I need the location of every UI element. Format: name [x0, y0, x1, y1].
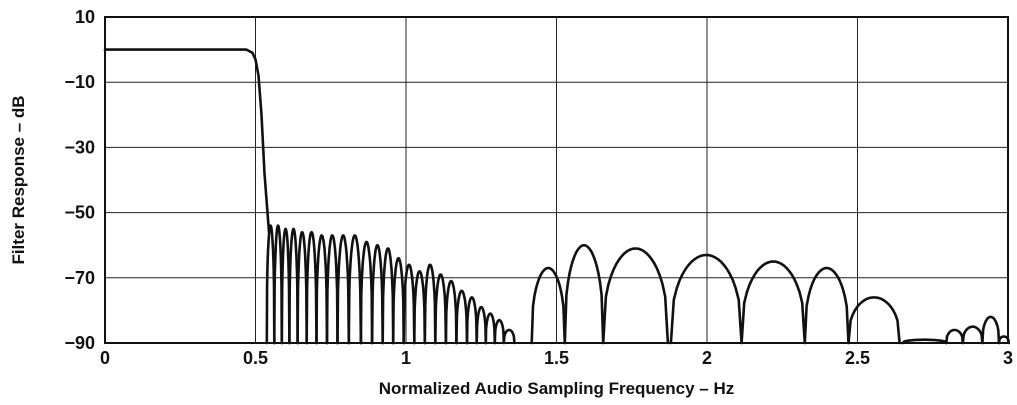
stopband-lobe-25 [530, 266, 567, 345]
y-tick-label: −70 [64, 268, 95, 288]
y-tick-label: −30 [64, 137, 95, 157]
stopband-lobe-24 [502, 328, 516, 345]
stopband-lobe-12 [381, 247, 395, 345]
stopband-lobe-1 [273, 224, 284, 345]
stopband-lobe-3 [288, 227, 299, 345]
stopband-lobe-22 [484, 312, 497, 345]
passband-transition [103, 48, 271, 234]
grid-lines [105, 17, 1008, 343]
y-tick-label: −10 [64, 72, 95, 92]
stopband-lobe-0 [265, 224, 276, 345]
x-tick-label: 2 [702, 348, 712, 368]
stopband-lobe-31 [847, 296, 901, 345]
tick-labels: 0 0.5 1 1.5 2 2.5 3 10 −10 −30 −50 −70 −90 [64, 7, 1013, 368]
stopband-lobe-2 [280, 227, 291, 345]
stopband-lobe-16 [423, 263, 437, 345]
x-tick-label: 1 [401, 348, 411, 368]
stopband-lobe-35 [981, 315, 1001, 345]
x-tick-label: 1.5 [544, 348, 569, 368]
x-tick-label: 0 [100, 348, 110, 368]
stopband-lobe-28 [669, 253, 743, 345]
stopband-lobe-36 [997, 335, 1011, 345]
y-tick-label: −90 [64, 333, 95, 353]
stopband-lobe-14 [402, 263, 416, 345]
stopband-lobe-20 [465, 296, 478, 345]
x-tick-label: 2.5 [845, 348, 870, 368]
stopband-lobe-9 [347, 234, 363, 345]
stopband-lobe-23 [493, 318, 506, 345]
stopband-lobe-32 [901, 338, 948, 345]
stopband-lobe-27 [601, 247, 670, 345]
y-tick-label: 10 [75, 7, 95, 27]
stopband-lobe-6 [315, 234, 329, 345]
stopband-lobe-18 [444, 279, 458, 345]
stopband-lobe-13 [391, 256, 405, 345]
stopband-lobe-17 [434, 273, 448, 345]
stopband-lobe-4 [296, 230, 308, 345]
x-tick-label: 3 [1003, 348, 1013, 368]
plot-frame [104, 16, 1009, 344]
stopband-lobe-5 [305, 230, 318, 345]
stopband-lobe-30 [803, 266, 850, 345]
y-axis-label: Filter Response – dB [9, 95, 28, 264]
response-curve [103, 48, 1011, 345]
stopband-lobe-10 [359, 240, 374, 345]
stopband-lobe-19 [455, 289, 469, 345]
x-axis-label: Normalized Audio Sampling Frequency – Hz [379, 379, 734, 398]
x-tick-label: 0.5 [243, 348, 268, 368]
stopband-lobe-33 [945, 328, 965, 345]
stopband-lobe-15 [413, 270, 427, 345]
stopband-lobe-8 [336, 234, 351, 345]
stopband-lobe-34 [961, 325, 984, 345]
stopband-lobe-11 [370, 243, 384, 345]
stopband-lobe-26 [563, 243, 605, 345]
stopband-lobe-21 [475, 305, 488, 345]
y-tick-label: −50 [64, 203, 95, 223]
stopband-lobe-7 [325, 234, 339, 345]
stopband-lobe-29 [740, 260, 807, 345]
